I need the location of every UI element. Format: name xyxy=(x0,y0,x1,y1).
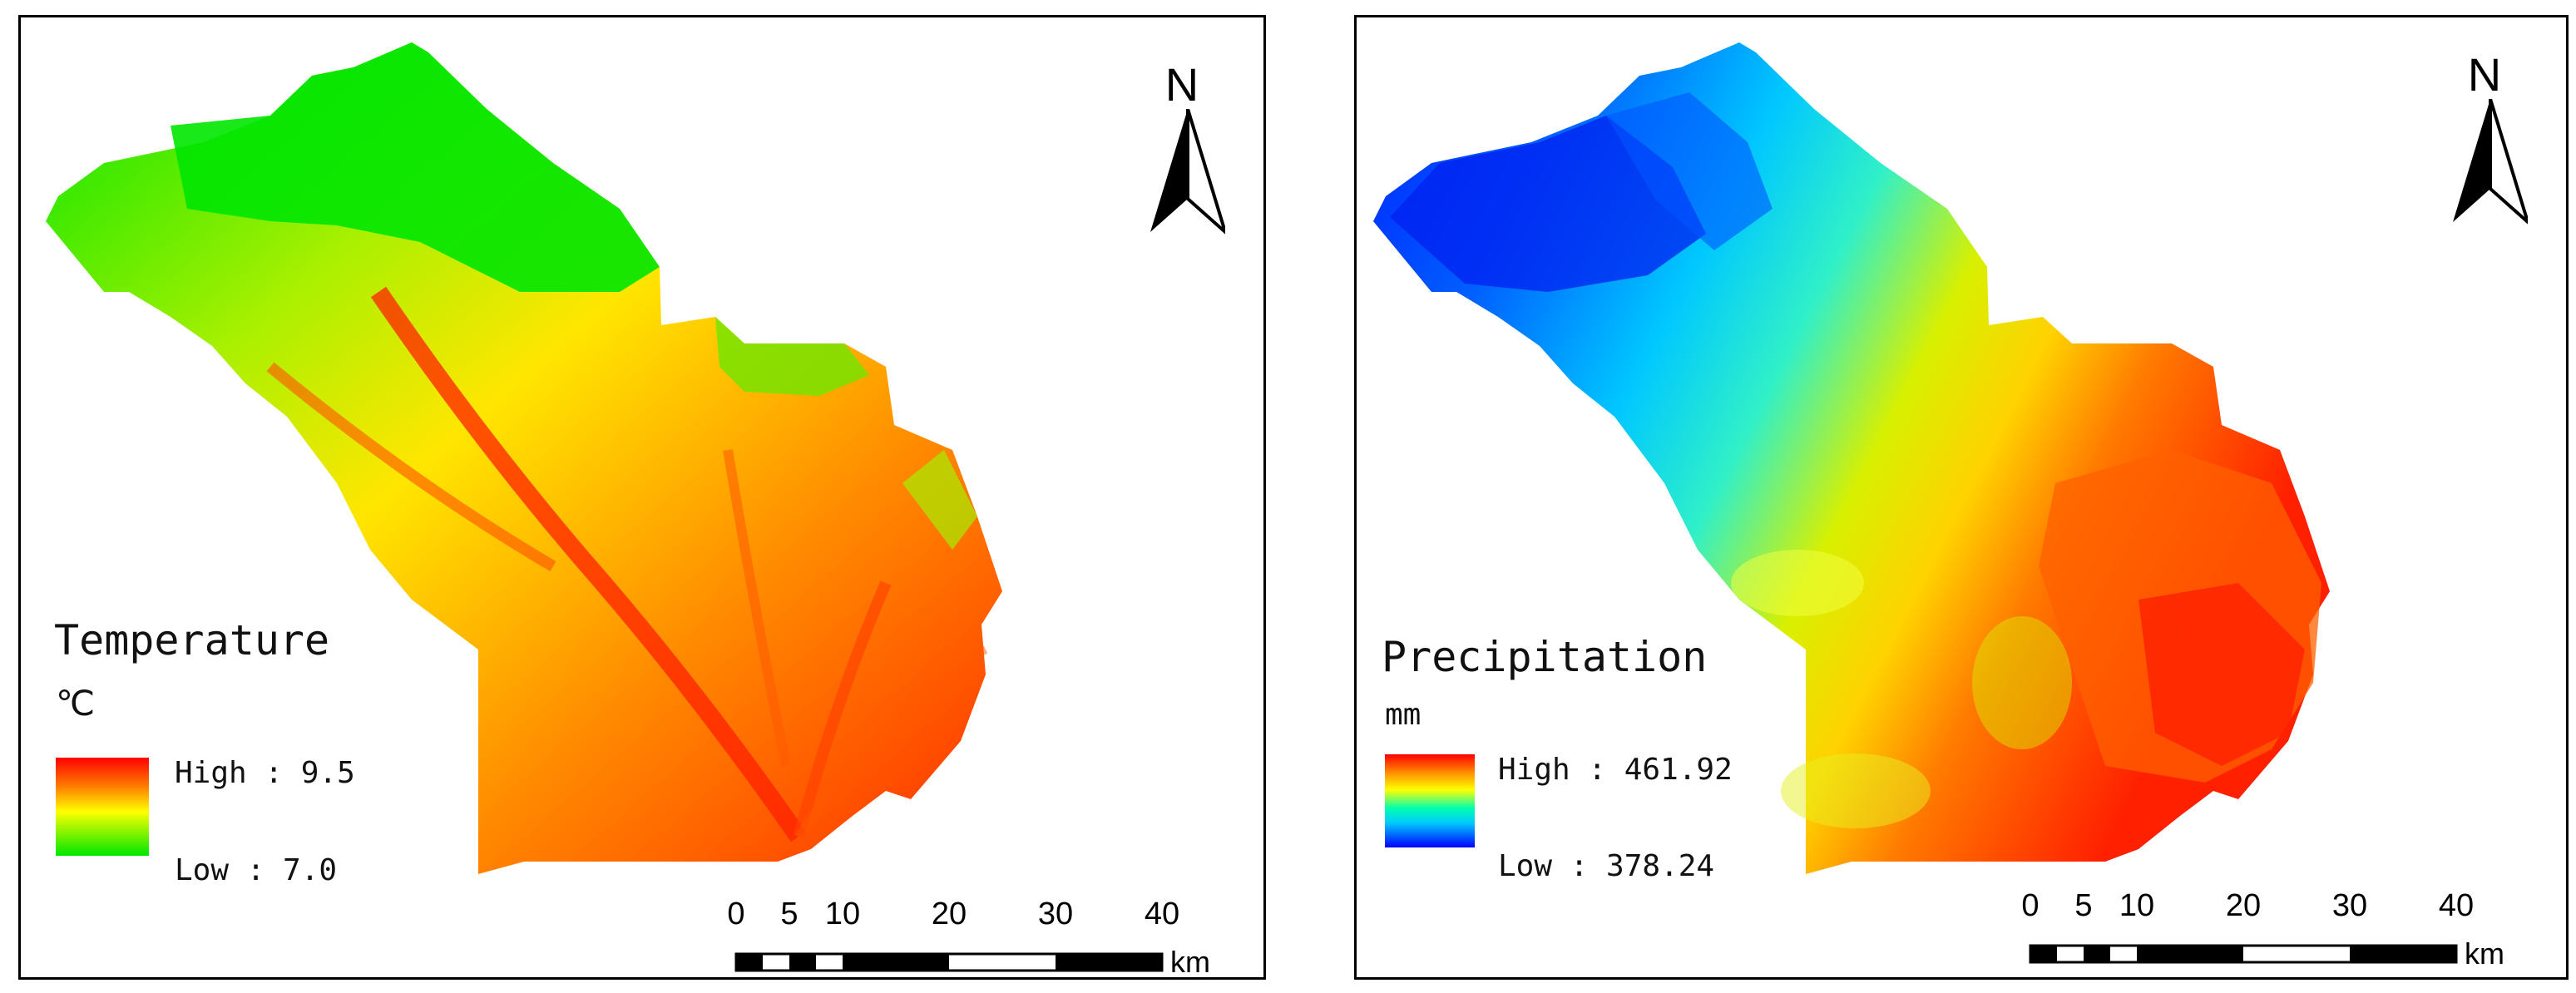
scale-bar-graphic: 0 5 10 20 30 40 km xyxy=(727,897,1210,977)
scale-unit: km xyxy=(1170,945,1210,974)
scale-tick-0: 0 xyxy=(2021,888,2039,923)
scale-tick-40: 40 xyxy=(2439,888,2474,923)
legend-title: Precipitation xyxy=(1382,633,1708,681)
legend-low-label: Low : 378.24 xyxy=(1498,849,1715,883)
precipitation-color-ramp xyxy=(1385,754,1475,847)
temperature-region xyxy=(46,42,1002,874)
precipitation-region xyxy=(1373,42,2330,874)
north-label: N xyxy=(2467,48,2502,101)
precipitation-map xyxy=(1373,42,2330,874)
scale-tick-30: 30 xyxy=(1038,897,1073,931)
scale-tick-40: 40 xyxy=(1145,897,1179,931)
legend-high-label: High : 461.92 xyxy=(1498,753,1733,787)
north-label: N xyxy=(1164,58,1199,111)
scale-tick-5: 5 xyxy=(2074,888,2092,923)
scale-tick-10: 10 xyxy=(825,897,860,931)
scale-tick-5: 5 xyxy=(780,897,798,931)
legend-unit: ℃ xyxy=(56,683,96,724)
legend-high-label: High : 9.5 xyxy=(175,756,355,790)
temperature-map xyxy=(46,42,1002,874)
north-arrow-icon xyxy=(1150,109,1225,235)
scale-tick-30: 30 xyxy=(2332,888,2367,923)
scale-bar-graphic: 0 5 10 20 30 40 km xyxy=(2021,888,2504,971)
scale-tick-0: 0 xyxy=(727,897,744,931)
temperature-map-panel: Temperature ℃ High : 9.5 Low : 7.0 N 0 5… xyxy=(18,15,1266,980)
scale-tick-20: 20 xyxy=(932,897,967,931)
scale-bar: 0 5 10 20 30 40 km xyxy=(2005,882,2554,971)
north-arrow-icon xyxy=(2453,99,2528,225)
legend-unit: mm xyxy=(1385,698,1421,732)
scale-bar: 0 5 10 20 30 40 km xyxy=(711,891,1260,977)
legend-low-label: Low : 7.0 xyxy=(175,853,338,887)
scale-tick-10: 10 xyxy=(2119,888,2154,923)
scale-tick-20: 20 xyxy=(2226,888,2261,923)
precipitation-map-panel: Precipitation mm High : 461.92 Low : 378… xyxy=(1354,15,2569,980)
legend-title: Temperature xyxy=(54,616,330,664)
scale-unit: km xyxy=(2465,936,2504,966)
temperature-color-ramp xyxy=(56,758,149,856)
